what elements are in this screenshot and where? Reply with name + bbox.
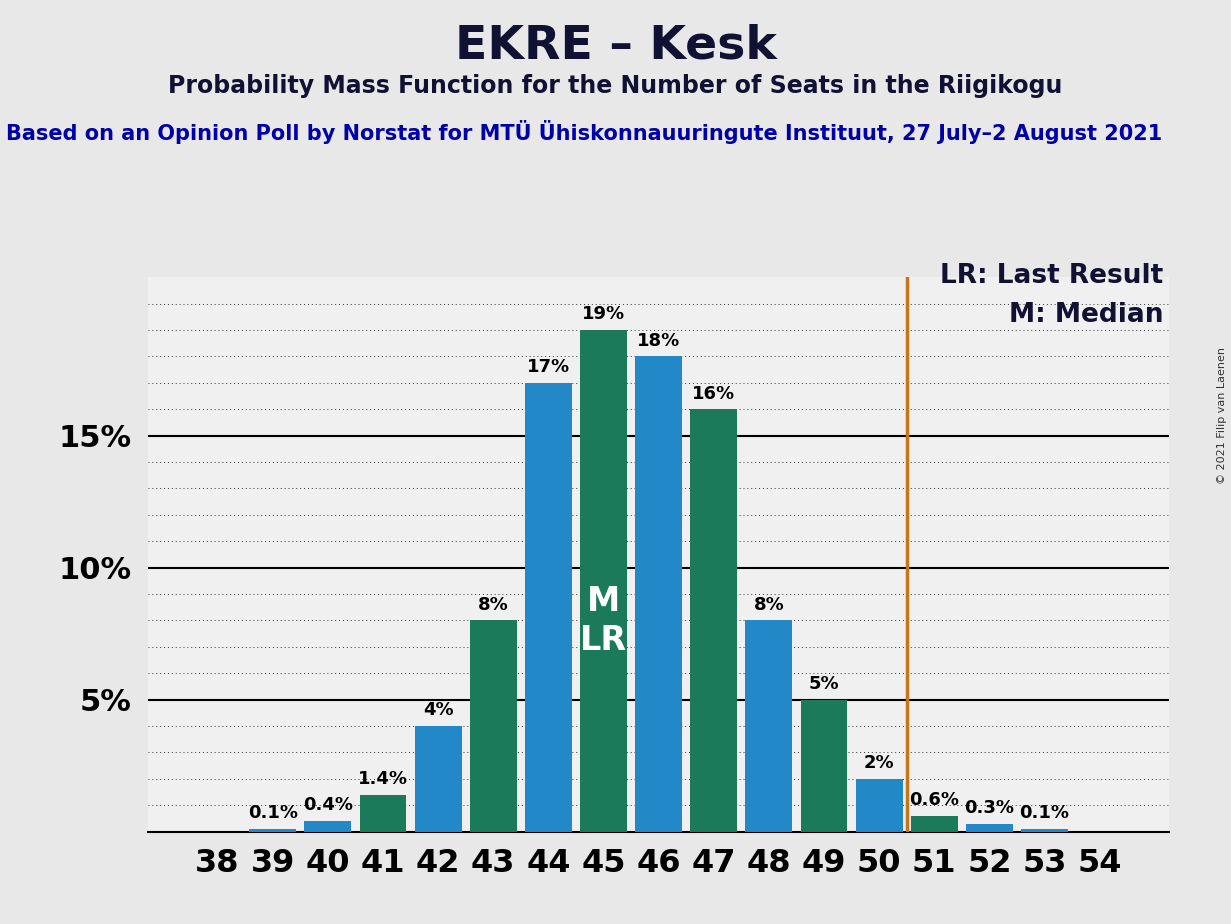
Bar [856,779,902,832]
Text: 0.1%: 0.1% [1019,805,1070,822]
Text: 4%: 4% [422,701,453,720]
Text: 8%: 8% [753,596,784,614]
Bar [250,829,297,832]
Text: 19%: 19% [582,306,625,323]
Text: 5%: 5% [809,675,840,693]
Text: M: Median: M: Median [1008,302,1163,328]
Text: Based on an Opinion Poll by Norstat for MTÜ Ühiskonnauuringute Instituut, 27 Jul: Based on an Opinion Poll by Norstat for … [6,120,1162,144]
Bar [470,620,517,832]
Bar [1020,829,1067,832]
Text: 16%: 16% [692,384,735,403]
Text: Probability Mass Function for the Number of Seats in the Riigikogu: Probability Mass Function for the Number… [169,74,1062,98]
Text: 8%: 8% [478,596,508,614]
Text: M
LR: M LR [580,585,627,657]
Bar [691,409,737,832]
Bar [911,816,958,832]
Text: 0.4%: 0.4% [303,796,353,814]
Bar [415,726,462,832]
Bar [359,795,406,832]
Bar [304,821,351,832]
Bar [746,620,793,832]
Text: 0.6%: 0.6% [910,791,959,809]
Bar [524,383,571,832]
Bar [635,357,682,832]
Text: 18%: 18% [636,332,681,350]
Text: 0.1%: 0.1% [247,805,298,822]
Text: LR: Last Result: LR: Last Result [940,263,1163,289]
Text: EKRE – Kesk: EKRE – Kesk [454,23,777,68]
Bar [800,699,847,832]
Text: 2%: 2% [864,754,895,772]
Text: © 2021 Filip van Laenen: © 2021 Filip van Laenen [1217,347,1227,484]
Text: 1.4%: 1.4% [358,770,407,788]
Bar [580,330,627,832]
Text: 0.3%: 0.3% [964,799,1014,817]
Text: 17%: 17% [527,359,570,376]
Bar [966,823,1013,832]
